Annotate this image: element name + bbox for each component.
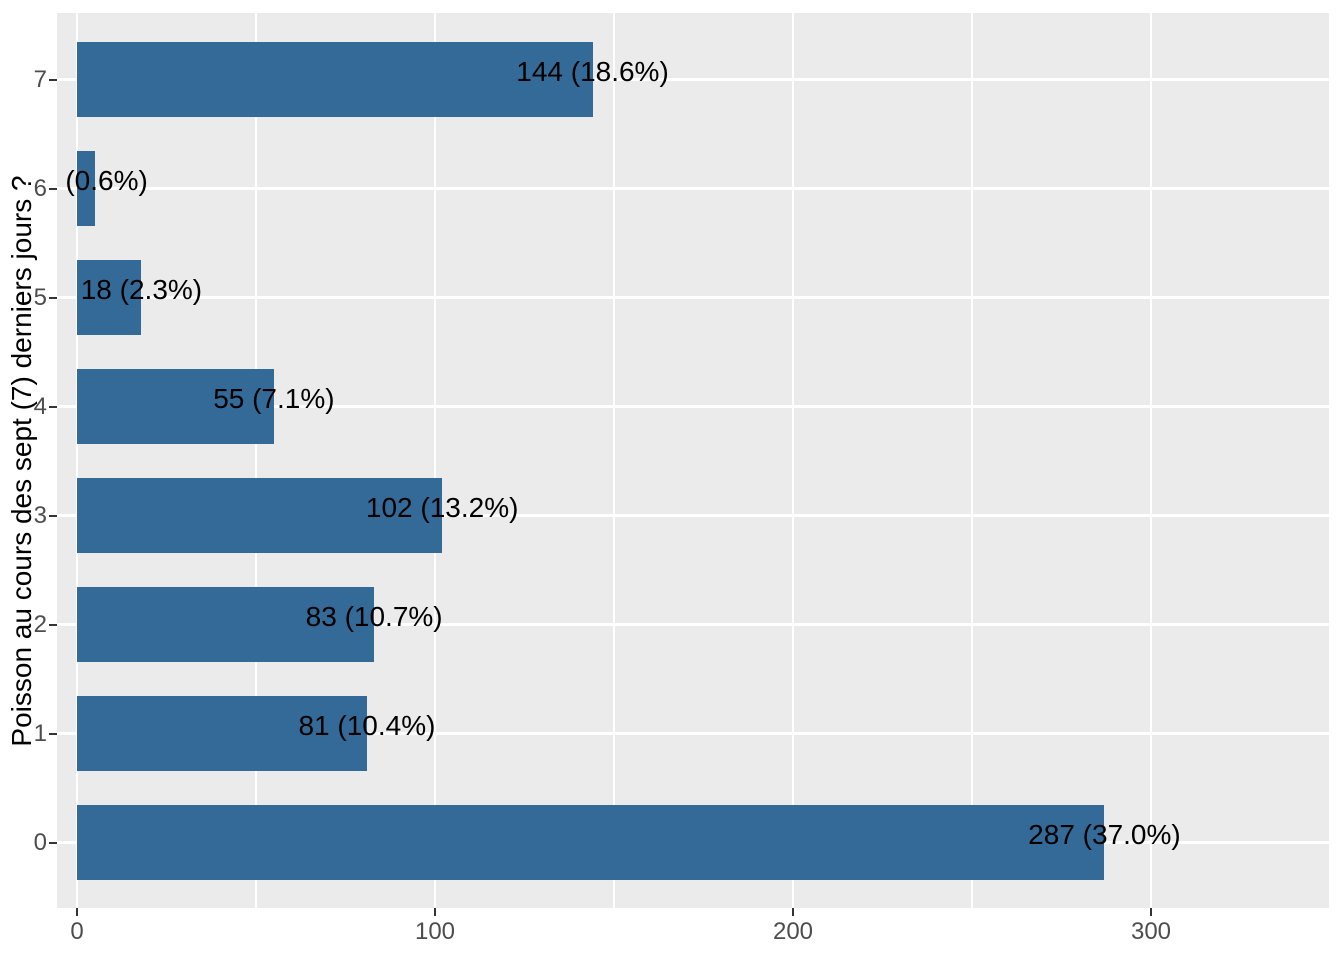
x-minor-gridline	[613, 13, 615, 908]
y-axis-tick	[49, 623, 57, 626]
y-axis-tick	[49, 841, 57, 844]
x-axis-tick	[76, 908, 78, 916]
bar-label-category-1: 81 (10.4%)	[298, 709, 436, 741]
x-major-gridline	[791, 13, 795, 908]
x-minor-gridline	[1329, 13, 1330, 908]
bar-label-category-2: 83 (10.7%)	[305, 600, 443, 632]
y-axis-tick	[49, 732, 57, 735]
x-major-gridline	[75, 13, 79, 908]
plot-panel: 144 (18.6%) 5 (0.6%) 18 (2.3%) 55 (7.1%) 102…	[57, 13, 1330, 908]
y-axis-tick-label: 4	[33, 392, 47, 420]
bar-category-1	[77, 696, 367, 771]
y-major-gridline	[57, 78, 1330, 81]
y-axis-tick-label: 3	[33, 501, 47, 529]
y-axis-tick-label: 2	[33, 610, 47, 638]
y-axis-tick	[49, 187, 57, 190]
bar-label-category-7: 144 (18.6%)	[516, 55, 669, 87]
x-axis-tick-label: 300	[1130, 918, 1172, 945]
x-minor-gridline	[255, 13, 257, 908]
y-axis-tick	[49, 78, 57, 81]
x-axis-tick-label: 0	[70, 918, 84, 945]
y-axis-tick	[49, 405, 57, 408]
x-axis-tick	[1150, 908, 1152, 916]
x-minor-gridline	[971, 13, 973, 908]
y-axis-tick-label: 1	[33, 719, 47, 747]
bar-label-category-5: 18 (2.3%)	[80, 273, 203, 305]
x-axis-tick	[792, 908, 794, 916]
y-major-gridline	[57, 623, 1330, 626]
bar-category-4	[77, 369, 274, 444]
y-axis-tick-label: 5	[33, 283, 47, 311]
y-axis-tick	[49, 296, 57, 299]
y-axis-tick-label: 7	[33, 65, 47, 93]
y-major-gridline	[57, 732, 1330, 735]
x-axis-tick	[434, 908, 436, 916]
bar-category-5	[77, 260, 142, 335]
y-major-gridline	[57, 296, 1330, 299]
x-axis-tick-label: 200	[772, 918, 814, 945]
y-major-gridline	[57, 187, 1330, 190]
y-axis-title: Poisson au cours des sept (7) derniers j…	[6, 175, 37, 747]
y-axis-tick-label: 0	[33, 828, 47, 856]
bar-category-2	[77, 587, 375, 662]
bar-category-7	[77, 42, 593, 117]
bar-label-category-4: 55 (7.1%)	[213, 382, 335, 414]
bar-label-category-6: 5 (0.6%)	[57, 164, 148, 196]
x-major-gridline	[1149, 13, 1153, 908]
y-major-gridline	[57, 405, 1330, 408]
bar-category-3	[77, 478, 443, 553]
y-axis-tick-label: 6	[33, 174, 47, 202]
bar-category-6	[77, 151, 95, 226]
y-axis-tick	[49, 514, 57, 517]
bar-category-0	[77, 805, 1105, 880]
x-major-gridline	[433, 13, 437, 908]
x-axis-tick-label: 100	[414, 918, 456, 945]
bar-label-category-3: 102 (13.2%)	[365, 491, 519, 523]
y-major-gridline	[57, 514, 1330, 517]
bar-label-category-0: 287 (37.0%)	[1028, 818, 1181, 850]
